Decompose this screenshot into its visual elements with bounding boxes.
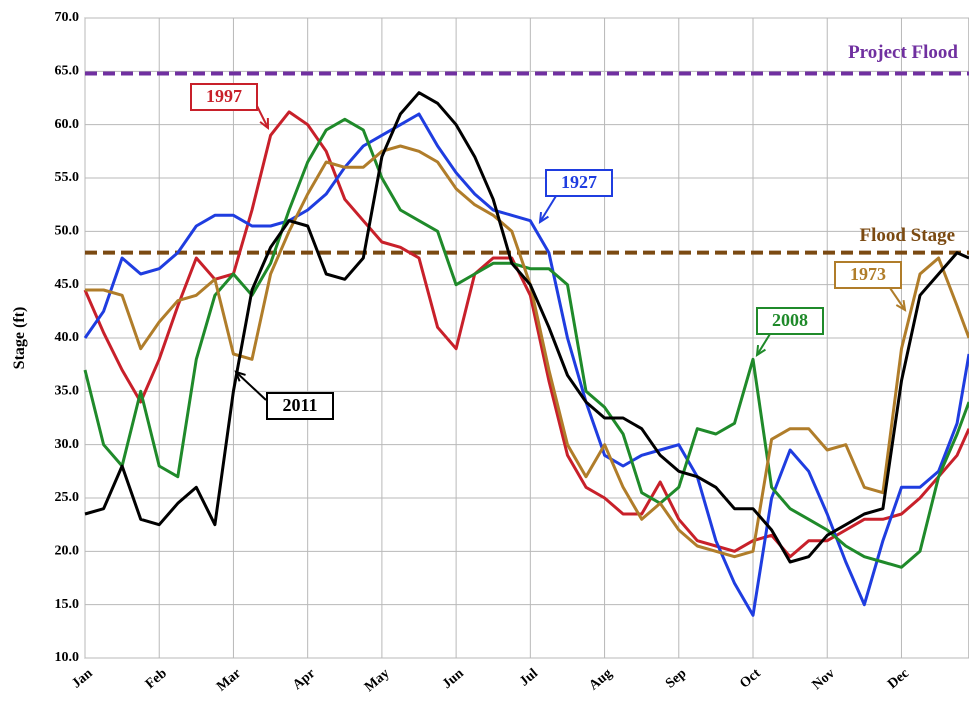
y-tick-label: 20.0 <box>55 544 80 559</box>
x-tick-label: Nov <box>810 666 838 693</box>
x-tick-label: Sep <box>663 666 689 692</box>
x-tick-label: Dec <box>885 666 912 692</box>
y-tick-label: 45.0 <box>55 277 80 292</box>
legend-label: 1927 <box>561 172 597 192</box>
y-tick-label: 40.0 <box>55 330 80 345</box>
y-tick-label: 70.0 <box>55 10 80 25</box>
y-tick-label: 50.0 <box>55 224 80 239</box>
x-tick-label: Jul <box>517 666 541 690</box>
y-tick-label: 15.0 <box>55 597 80 612</box>
legend-label: 1997 <box>206 86 242 106</box>
y-tick-label: 25.0 <box>55 490 80 505</box>
x-tick-label: Apr <box>290 666 318 693</box>
y-tick-label: 65.0 <box>55 64 80 79</box>
legend-label: 2011 <box>282 395 317 415</box>
y-tick-label: 35.0 <box>55 384 80 399</box>
x-tick-label: Aug <box>586 666 615 694</box>
x-tick-label: Jan <box>69 666 95 692</box>
reference-label: Flood Stage <box>859 225 955 246</box>
x-tick-label: Mar <box>214 666 244 694</box>
legend-label: 1973 <box>850 264 886 284</box>
y-tick-label: 55.0 <box>55 170 80 185</box>
y-tick-label: 30.0 <box>55 437 80 452</box>
y-axis-label: Stage (ft) <box>11 307 28 370</box>
legend-label: 2008 <box>772 310 808 330</box>
x-tick-label: Feb <box>143 666 170 692</box>
x-tick-label: Oct <box>737 666 764 692</box>
y-tick-label: 60.0 <box>55 117 80 132</box>
reference-label: Project Flood <box>848 42 958 63</box>
x-tick-label: Jun <box>440 666 467 692</box>
x-tick-label: May <box>362 666 392 695</box>
y-tick-label: 10.0 <box>55 650 80 665</box>
